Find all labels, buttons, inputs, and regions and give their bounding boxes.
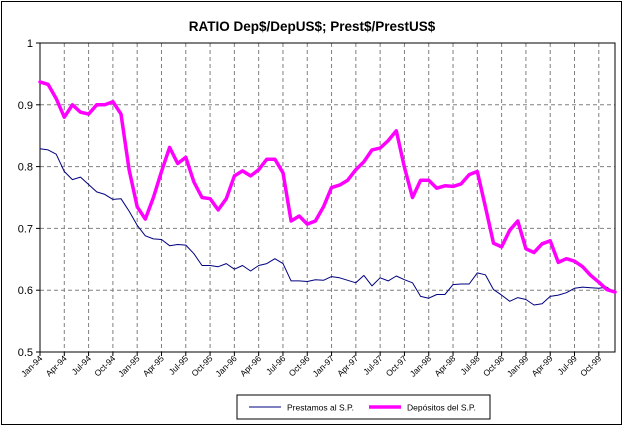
- y-tick-label: 0.8: [18, 162, 33, 174]
- y-tick-label: 1: [27, 38, 33, 50]
- x-tick-label: Jan-98: [408, 353, 434, 379]
- x-tick-label: Oct-96: [287, 353, 312, 378]
- legend-entry-prestamos: Prestamos al S.P.: [287, 403, 354, 413]
- y-tick-label: 0.9: [18, 100, 33, 112]
- chart-title: RATIO Dep$/DepUS$; Prest$/PrestUS$: [189, 19, 436, 34]
- series-line-depositos: [38, 80, 617, 294]
- legend: Prestamos al S.P. Depósitos del S.P.: [236, 394, 491, 420]
- series-line-prestamos: [39, 148, 616, 306]
- x-tick-label: Apr-98: [432, 353, 457, 378]
- x-tick-label: Apr-99: [530, 353, 555, 378]
- x-tick-label: Oct-97: [384, 353, 409, 378]
- y-tick-label: 0.6: [18, 285, 33, 297]
- x-tick-label: Apr-97: [335, 353, 360, 378]
- x-tick-label: Jan-95: [116, 353, 142, 379]
- x-tick-label: Jan-99: [505, 353, 531, 379]
- x-tick-label: Jul-96: [264, 353, 288, 377]
- x-tick-label: Jul-95: [167, 353, 191, 377]
- y-tick-label: 0.7: [18, 223, 33, 235]
- series-lines: [38, 80, 617, 306]
- x-tick-label: Oct-94: [92, 353, 117, 378]
- x-tick-label: Jul-94: [70, 353, 94, 377]
- x-tick-label: Jan-96: [213, 353, 239, 379]
- y-axis: 0.5 0.6 0.7 0.8 0.9 1: [18, 38, 40, 359]
- x-tick-label: Oct-99: [578, 353, 603, 378]
- legend-entry-depositos: Depósitos del S.P.: [407, 403, 476, 413]
- x-tick-label: Jul-98: [458, 353, 482, 377]
- x-tick-label: Jul-99: [555, 353, 579, 377]
- x-tick-label: Apr-96: [238, 353, 263, 378]
- x-tick-label: Oct-95: [189, 353, 214, 378]
- x-tick-label: Apr-95: [141, 353, 166, 378]
- plot-area: [39, 42, 616, 353]
- x-tick-label: Jan-97: [311, 353, 337, 379]
- x-tick-label: Jul-97: [361, 353, 385, 377]
- x-tick-label: Oct-98: [481, 353, 506, 378]
- y-tick-label: 0.5: [18, 347, 33, 359]
- x-tick-label: Apr-94: [44, 353, 69, 378]
